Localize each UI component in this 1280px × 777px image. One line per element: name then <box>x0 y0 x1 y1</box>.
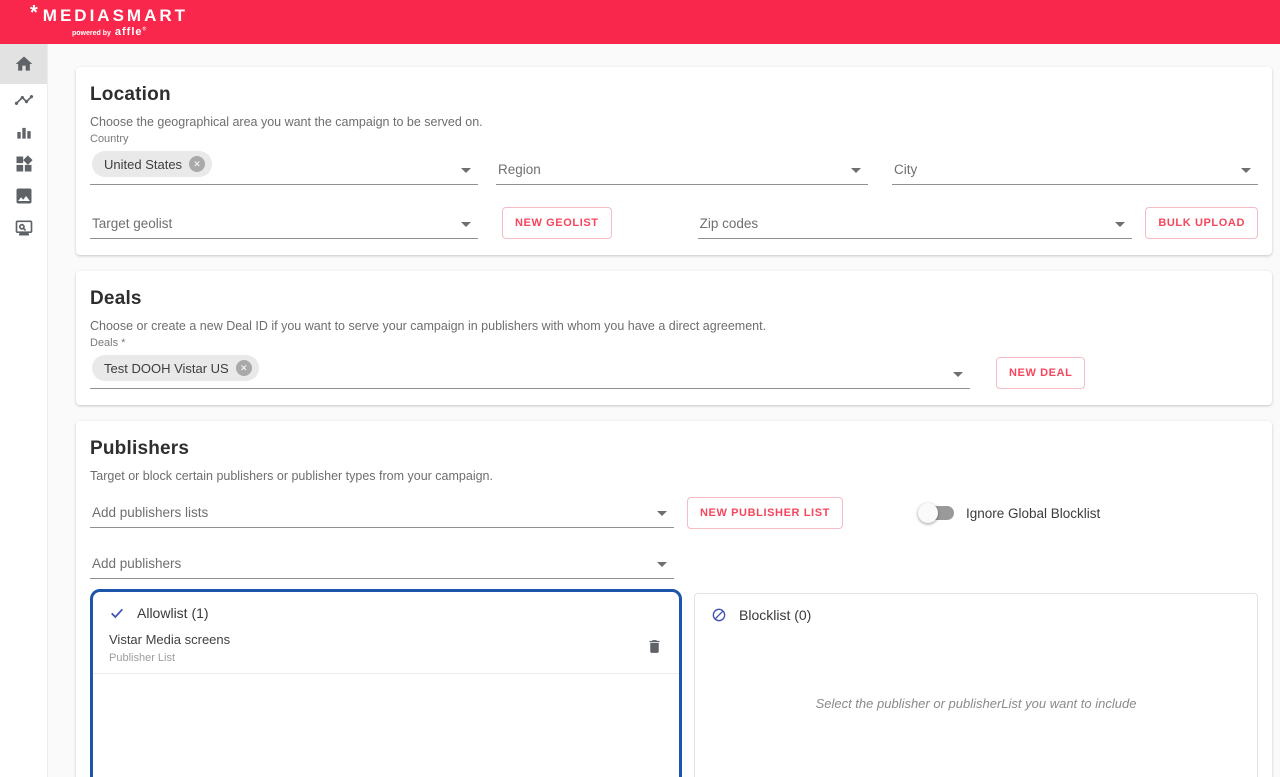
target-geolist-select[interactable]: Target geolist <box>90 209 478 239</box>
chevron-down-icon <box>1115 222 1126 227</box>
deals-title: Deals <box>90 288 142 309</box>
add-publishers-placeholder: Add publishers <box>92 555 182 571</box>
new-publisher-list-button[interactable]: NEW PUBLISHER LIST <box>687 497 843 529</box>
bar-chart-icon <box>16 127 31 139</box>
zip-codes-select[interactable]: Zip codes <box>697 209 1133 239</box>
country-chip-label: United States <box>104 156 183 172</box>
deals-label: Deals * <box>90 337 126 349</box>
publishers-card: Publishers Target or block certain publi… <box>76 421 1272 777</box>
chevron-down-icon <box>1241 168 1251 173</box>
bulk-upload-button[interactable]: BULK UPLOAD <box>1145 207 1258 239</box>
deals-card: Deals Choose or create a new Deal ID if … <box>76 271 1272 405</box>
powered-by-label: powered by <box>72 29 111 37</box>
deals-subtitle: Choose or create a new Deal ID if you wa… <box>90 319 767 333</box>
chevron-down-icon <box>851 168 861 173</box>
add-publisher-lists-select[interactable]: Add publishers lists <box>90 498 674 528</box>
sidebar-item-home[interactable] <box>0 44 47 84</box>
sidebar-item-insights[interactable] <box>0 84 47 116</box>
allowlist-panel[interactable]: Allowlist (1) Vistar Media screens Publi… <box>90 589 682 777</box>
zip-codes-placeholder: Zip codes <box>699 215 759 231</box>
brand-logo: * MEDIASMART powered by affle® <box>30 3 189 38</box>
brand-logo-text: * MEDIASMART <box>30 3 189 25</box>
add-publishers-select[interactable]: Add publishers <box>90 549 674 579</box>
location-subtitle: Choose the geographical area you want th… <box>90 115 483 129</box>
add-publisher-lists-placeholder: Add publishers lists <box>92 504 209 520</box>
main-content: Location Choose the geographical area yo… <box>48 44 1280 777</box>
blocklist-header: Blocklist (0) <box>739 607 812 623</box>
blocklist-panel[interactable]: Blocklist (0) Select the publisher or pu… <box>694 593 1258 777</box>
deals-select[interactable]: Test DOOH Vistar US <box>90 349 970 389</box>
ignore-global-blocklist-toggle[interactable]: Ignore Global Blocklist <box>917 503 1101 523</box>
ignore-global-blocklist-label: Ignore Global Blocklist <box>965 505 1101 521</box>
remove-country-icon[interactable] <box>189 156 206 172</box>
sidebar-item-widgets[interactable] <box>0 148 47 180</box>
allowlist-header: Allowlist (1) <box>137 605 209 621</box>
blocklist-empty-message: Select the publisher or publisherList yo… <box>815 696 1137 711</box>
toggle-track <box>917 503 954 523</box>
block-icon <box>712 608 726 622</box>
allowlist-item-name: Vistar Media screens <box>109 632 231 647</box>
deal-chip-label: Test DOOH Vistar US <box>104 360 229 376</box>
location-card: Location Choose the geographical area yo… <box>76 67 1272 255</box>
insights-icon <box>14 95 33 105</box>
region-select[interactable]: Region <box>496 155 868 185</box>
remove-deal-icon[interactable] <box>235 360 252 376</box>
app-header: * MEDIASMART powered by affle® <box>0 0 1280 44</box>
country-label: Country <box>90 133 129 145</box>
publishers-title: Publishers <box>90 438 190 459</box>
screen-search-desktop-icon <box>15 220 32 236</box>
image-icon <box>16 188 31 204</box>
sidebar-item-screens[interactable] <box>0 212 47 244</box>
delete-allowlist-item-button[interactable] <box>642 634 667 662</box>
city-select[interactable]: City <box>892 155 1258 185</box>
country-chip: United States <box>92 151 213 177</box>
chevron-down-icon <box>657 562 667 567</box>
new-geolist-button[interactable]: NEW GEOLIST <box>502 207 612 239</box>
powered-by-row: powered by affle® <box>72 25 188 38</box>
chevron-down-icon <box>953 372 963 377</box>
publishers-subtitle: Target or block certain publishers or pu… <box>90 469 493 483</box>
allowlist-item: Vistar Media screens Publisher List <box>93 630 679 674</box>
allowlist-item-type: Publisher List <box>109 652 176 664</box>
target-geolist-placeholder: Target geolist <box>92 215 173 231</box>
location-title: Location <box>90 84 171 105</box>
region-placeholder: Region <box>498 161 541 177</box>
sidebar-item-creatives[interactable] <box>0 180 47 212</box>
country-select[interactable]: United States <box>90 145 478 185</box>
new-deal-button[interactable]: NEW DEAL <box>996 357 1086 389</box>
deal-chip: Test DOOH Vistar US <box>92 355 259 381</box>
chevron-down-icon <box>657 511 667 516</box>
toggle-knob <box>917 503 938 523</box>
sidebar-item-reports[interactable] <box>0 116 47 148</box>
widgets-icon <box>16 155 33 172</box>
home-icon <box>15 56 32 71</box>
city-placeholder: City <box>894 161 918 177</box>
affle-logo: affle® <box>114 25 148 38</box>
brand-name: MEDIASMART <box>42 5 189 25</box>
trash-icon <box>649 640 660 653</box>
chevron-down-icon <box>461 168 471 173</box>
chevron-down-icon <box>461 222 471 227</box>
check-icon <box>111 608 123 619</box>
sidebar-nav <box>0 44 48 777</box>
brand-asterisk-icon: * <box>30 2 41 24</box>
